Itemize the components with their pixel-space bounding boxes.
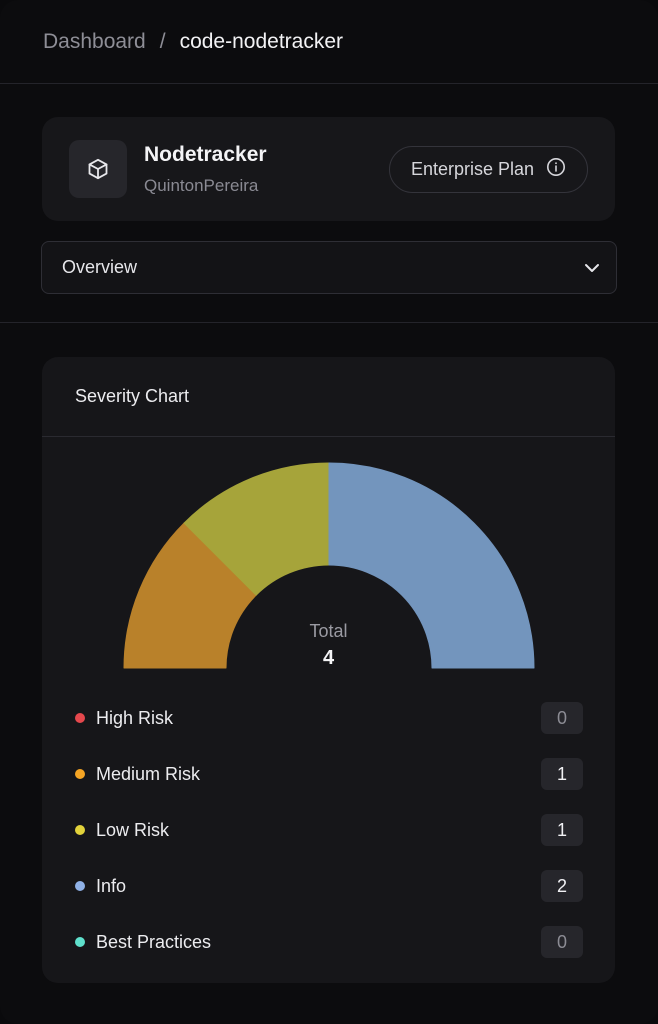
view-select-value: Overview xyxy=(62,257,138,277)
legend-dot xyxy=(75,825,85,835)
project-name: Nodetracker xyxy=(144,142,267,166)
legend-count-badge: 2 xyxy=(541,870,583,902)
chart-title: Severity Chart xyxy=(42,357,615,437)
project-card: Nodetracker QuintonPereira Enterprise Pl… xyxy=(42,117,615,221)
legend-label: Best Practices xyxy=(96,931,212,952)
legend-label: Low Risk xyxy=(96,819,170,840)
legend-label: Info xyxy=(96,875,127,896)
view-select[interactable]: Overview xyxy=(41,241,617,294)
info-icon[interactable] xyxy=(546,157,566,182)
legend-count-badge: 0 xyxy=(541,702,583,734)
enterprise-plan-button[interactable]: Enterprise Plan xyxy=(389,146,588,193)
project-owner: QuintonPereira xyxy=(144,175,259,195)
cube-icon xyxy=(69,140,127,198)
legend-item: Medium Risk 1 xyxy=(42,746,615,802)
plan-label: Enterprise Plan xyxy=(410,159,535,179)
chevron-down-icon xyxy=(582,258,602,283)
legend-count-badge: 1 xyxy=(541,758,583,790)
legend-dot xyxy=(75,769,85,779)
breadcrumb-current: code-nodetracker xyxy=(179,29,344,53)
severity-chart-card: Severity Chart Total 4 High Risk 0 Medium … xyxy=(42,357,615,983)
severity-legend: High Risk 0 Medium Risk 1 Low Risk 1 Info 2 Best… xyxy=(42,690,615,970)
legend-count-badge: 0 xyxy=(541,926,583,958)
breadcrumb-separator: / xyxy=(159,29,166,53)
legend-item: Low Risk 1 xyxy=(42,802,615,858)
legend-dot xyxy=(75,881,85,891)
gauge-slice-info[interactable] xyxy=(328,462,535,669)
legend-item: Best Practices 0 xyxy=(42,914,615,970)
section-divider xyxy=(0,322,658,323)
severity-gauge xyxy=(123,462,535,669)
legend-dot xyxy=(75,713,85,723)
legend-label: Medium Risk xyxy=(96,763,201,784)
total-label: Total xyxy=(309,621,348,641)
breadcrumb: Dashboard / code-nodetracker xyxy=(0,0,658,84)
legend-item: High Risk 0 xyxy=(42,690,615,746)
legend-count-badge: 1 xyxy=(541,814,583,846)
breadcrumb-dashboard-link[interactable]: Dashboard xyxy=(43,29,146,53)
legend-item: Info 2 xyxy=(42,858,615,914)
legend-label: High Risk xyxy=(96,707,174,728)
total-value: 4 xyxy=(322,647,335,669)
legend-dot xyxy=(75,937,85,947)
